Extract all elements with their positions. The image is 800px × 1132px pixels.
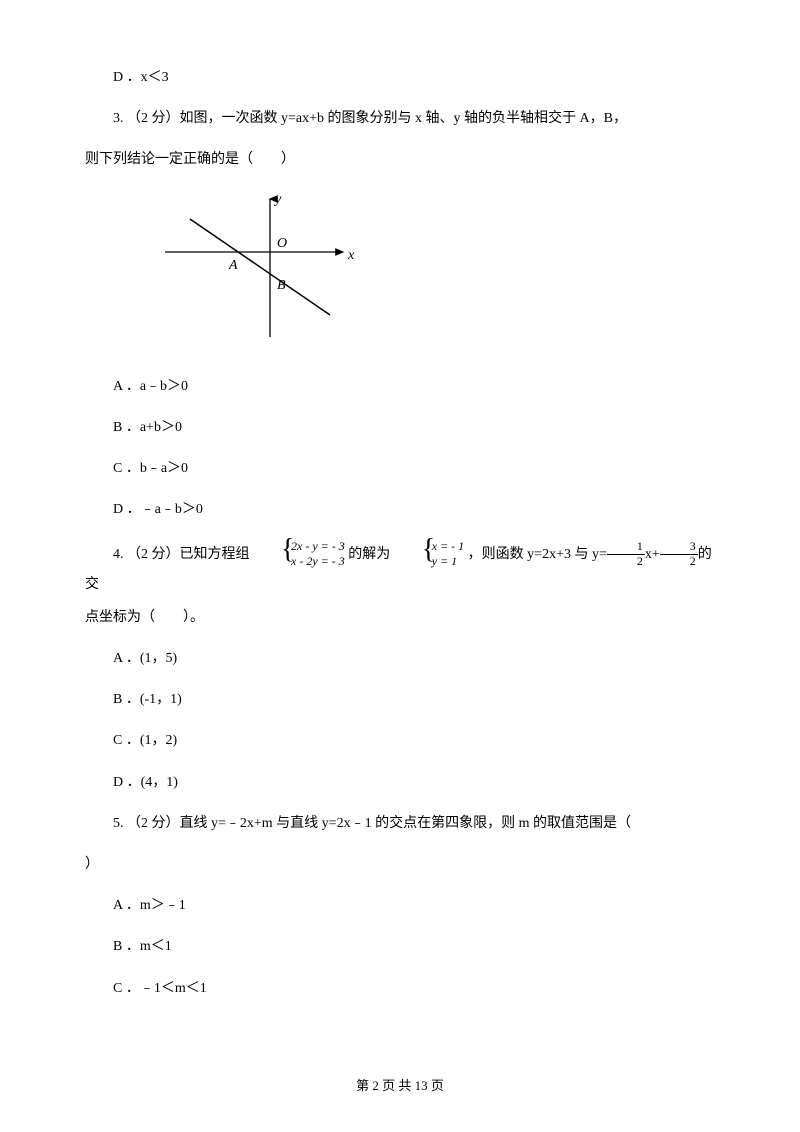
q4-mid1: 的解为: [348, 546, 394, 561]
q4-stem-line2: 点坐标为（ ）。: [85, 605, 715, 630]
q5-option-c: C ．﹣1＜m＜1: [113, 976, 715, 1001]
point-a-label: A: [228, 258, 238, 273]
q4-option-c: C ．(1，2): [113, 728, 715, 753]
q4-system2: x = - 1 y = 1: [394, 539, 464, 570]
y-axis-label: y: [273, 192, 282, 207]
q4-prefix: 4. （2 分）已知方程组: [113, 546, 253, 561]
q4-option-d: D ．(4，1): [113, 770, 715, 795]
q3-option-a: A ．a﹣b＞0: [113, 374, 715, 399]
q4-frac1: 12: [607, 540, 645, 567]
q4-stem: 4. （2 分）已知方程组 2x - y = - 3 x - 2y = - 3 …: [85, 539, 715, 601]
q5-stem: 5. （2 分）直线 y=﹣2x+m 与直线 y=2x﹣1 的交点在第四象限，则…: [85, 811, 715, 836]
q5-option-b: B ．m＜1: [113, 934, 715, 959]
axes-graph-svg: O x y A B: [155, 187, 355, 347]
q2-option-d: D ．x＜3: [113, 65, 715, 90]
q4-frac2: 32: [660, 540, 698, 567]
q4-option-b: B ．(-1，1): [113, 687, 715, 712]
q4-system1: 2x - y = - 3 x - 2y = - 3: [253, 539, 345, 570]
q3-option-d: D ．﹣a﹣b＞0: [113, 497, 715, 522]
q5-option-a: A ．m＞﹣1: [113, 893, 715, 918]
origin-label: O: [277, 236, 287, 251]
q4-option-a: A ．(1，5): [113, 646, 715, 671]
point-b-label: B: [277, 278, 286, 293]
x-axis-label: x: [347, 248, 355, 263]
q3-option-c: C ．b﹣a＞0: [113, 456, 715, 481]
page-footer: 第 2 页 共 13 页: [0, 1074, 800, 1097]
q5-stem-end: ）: [85, 852, 715, 877]
q4-mid3: x+: [645, 546, 660, 561]
q3-option-b: B ．a+b＞0: [113, 415, 715, 440]
q3-stem-line1: 3. （2 分）如图，一次函数 y=ax+b 的图象分别与 x 轴、y 轴的负半…: [85, 106, 715, 131]
q3-stem-line2: 则下列结论一定正确的是（ ）: [85, 147, 715, 172]
q4-mid2: ，则函数 y=2x+3 与 y=: [468, 546, 607, 561]
q3-graph: O x y A B: [155, 187, 715, 356]
